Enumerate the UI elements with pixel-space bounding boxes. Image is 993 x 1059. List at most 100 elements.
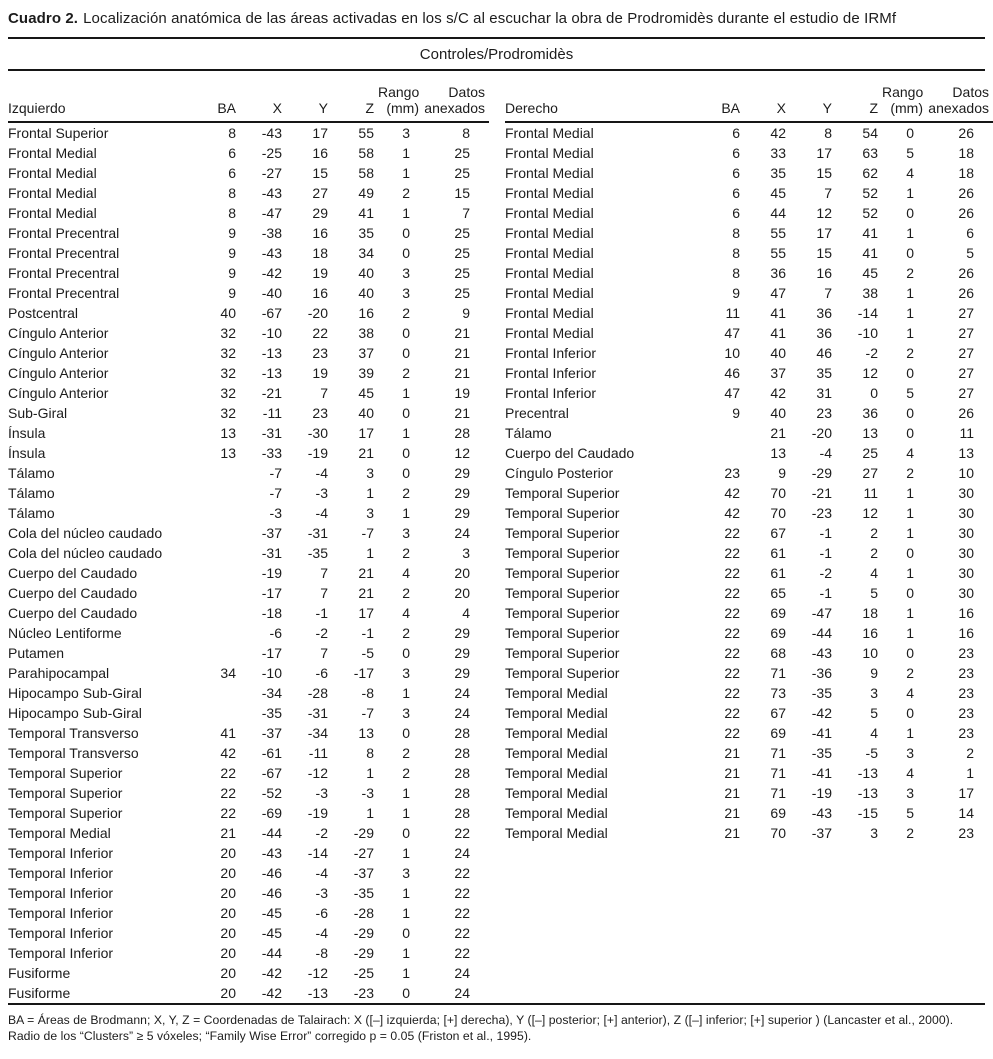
right-cell-z: 13 [862, 425, 878, 441]
right-cell-region: Temporal Superior [505, 645, 620, 661]
right-cell-x: 70 [770, 485, 786, 501]
left-cell-z: 58 [358, 145, 374, 161]
left-cell-region: Putamen [8, 645, 65, 661]
left-cell-rango: 1 [402, 905, 410, 921]
left-cell-y: 22 [312, 325, 328, 341]
right-cell-y: -35 [811, 685, 832, 701]
left-cell-z: 39 [358, 365, 374, 381]
left-cell-datos: 9 [462, 305, 470, 321]
left-table-row: Temporal Inferior 20 -46 -3 -35 1 22 [8, 883, 489, 903]
right-cell-ba: 22 [724, 625, 740, 641]
left-cell-rango: 4 [402, 565, 410, 581]
left-cell-z: 40 [358, 285, 374, 301]
right-cell-datos: 2 [966, 745, 974, 761]
left-cell-region: Frontal Precentral [8, 285, 120, 301]
left-cell-ba [198, 503, 240, 523]
right-cell-rango: 0 [906, 545, 914, 561]
right-cell-rango: 1 [906, 225, 914, 241]
right-cell-rango: 4 [906, 165, 914, 181]
right-cell-region: Precentral [505, 405, 569, 421]
right-cell-datos: 26 [958, 285, 974, 301]
left-cell-rango: 1 [402, 785, 410, 801]
right-cell-z: 36 [862, 405, 878, 421]
left-cell-ba: 22 [220, 785, 236, 801]
left-cell-rango: 0 [402, 245, 410, 261]
right-cell-ba: 22 [724, 705, 740, 721]
col-header-rango-line1: Rango [378, 84, 420, 100]
left-cell-datos: 22 [454, 885, 470, 901]
left-cell-rango: 1 [402, 685, 410, 701]
right-cell-rango: 0 [906, 645, 914, 661]
col-header-rango-line2: (mm) [386, 100, 419, 116]
left-cell-rango: 3 [402, 265, 410, 281]
left-cell-ba: 20 [220, 905, 236, 921]
right-cell-y: -35 [811, 745, 832, 761]
left-cell-y: -35 [307, 545, 328, 561]
left-cell-x: -43 [261, 125, 282, 141]
left-cell-region: Temporal Inferior [8, 845, 114, 861]
right-cell-z: 16 [862, 625, 878, 641]
right-table-row: Frontal Inferior 47 42 31 0 5 27 [505, 383, 993, 403]
right-cell-datos: 27 [958, 345, 974, 361]
col-header-y-right: Y [790, 71, 836, 123]
left-cell-z: 35 [358, 225, 374, 241]
left-table-row: Tálamo -7 -3 1 2 29 [8, 483, 489, 503]
left-table-row: Cíngulo Anterior 32 -13 19 39 2 21 [8, 363, 489, 383]
right-cell-region: Temporal Medial [505, 765, 608, 781]
left-table-row: Frontal Precentral 9 -38 16 35 0 25 [8, 223, 489, 243]
right-cell-y: 12 [816, 205, 832, 221]
left-cell-ba: 8 [228, 185, 236, 201]
right-cell-z: 41 [862, 225, 878, 241]
right-cell-ba: 21 [724, 785, 740, 801]
right-cell-datos: 27 [958, 385, 974, 401]
right-cell-y: -43 [811, 805, 832, 821]
left-cell-x: -25 [261, 145, 282, 161]
left-cell-rango: 1 [402, 205, 410, 221]
left-cell-rango: 2 [402, 305, 410, 321]
left-cell-x: -10 [261, 325, 282, 341]
left-cell-z: 40 [358, 405, 374, 421]
left-cell-region: Tálamo [8, 465, 55, 481]
col-header-rango-left: Rango (mm) [378, 71, 423, 123]
left-table-row: Cíngulo Anterior 32 -13 23 37 0 21 [8, 343, 489, 363]
left-cell-region: Fusiforme [8, 965, 71, 981]
right-cell-x: 42 [770, 385, 786, 401]
right-cell-datos: 26 [958, 185, 974, 201]
right-cell-z: 11 [863, 485, 878, 501]
left-cell-region: Frontal Precentral [8, 265, 120, 281]
left-cell-region: Frontal Medial [8, 145, 97, 161]
right-cell-z: 0 [870, 385, 878, 401]
left-cell-z: 41 [358, 205, 374, 221]
left-cell-x: -17 [261, 645, 282, 661]
left-cell-y: 19 [312, 265, 328, 281]
left-cell-y: 7 [320, 385, 328, 401]
right-cell-rango: 2 [906, 265, 914, 281]
right-table-row: Precentral 9 40 23 36 0 26 [505, 403, 993, 423]
left-cell-rango: 0 [402, 225, 410, 241]
right-cell-x: 68 [770, 645, 786, 661]
left-cell-ba [198, 643, 240, 663]
left-cell-y: -20 [307, 305, 328, 321]
left-cell-x: -67 [261, 765, 282, 781]
right-cell-datos: 18 [958, 145, 974, 161]
left-cell-rango: 3 [402, 525, 410, 541]
left-cell-x: -21 [261, 385, 282, 401]
left-cell-z: 58 [358, 165, 374, 181]
right-cell-datos: 23 [958, 825, 974, 841]
right-table-row: Temporal Medial 22 73 -35 3 4 23 [505, 683, 993, 703]
left-cell-ba: 9 [228, 285, 236, 301]
left-cell-rango: 0 [402, 985, 410, 1001]
right-cell-x: 71 [770, 785, 786, 801]
left-table-row: Cíngulo Anterior 32 -21 7 45 1 19 [8, 383, 489, 403]
left-table-row: Temporal Transverso 42 -61 -11 8 2 28 [8, 743, 489, 763]
right-cell-x: 69 [770, 805, 786, 821]
left-cell-z: -35 [353, 885, 374, 901]
left-cell-datos: 25 [454, 165, 470, 181]
left-cell-ba: 13 [220, 445, 236, 461]
right-cell-ba: 21 [724, 765, 740, 781]
right-cell-region: Frontal Medial [505, 325, 594, 341]
right-cell-ba: 8 [732, 245, 740, 261]
right-cell-datos: 26 [958, 265, 974, 281]
right-cell-datos: 11 [959, 425, 974, 441]
left-cell-region: Temporal Inferior [8, 905, 114, 921]
